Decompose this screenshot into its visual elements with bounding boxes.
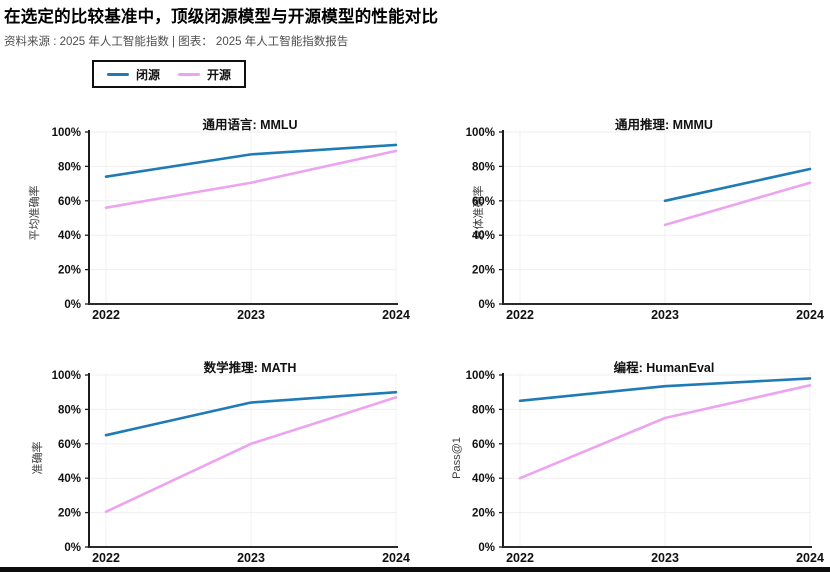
- y-tick-label: 40%: [58, 230, 81, 242]
- series-line-开源: [104, 149, 398, 209]
- y-tick-label: 20%: [472, 508, 495, 520]
- chart-title-math: 数学推理: MATH: [203, 361, 297, 375]
- x-tick-label: 2024: [382, 308, 410, 322]
- series-line-闭源: [104, 143, 398, 179]
- chart-panel-mmlu: 通用语言: MMLU 平均准确率 0% 20% 40% 60% 80% 100% 2022 2…: [0, 100, 415, 340]
- legend-label-open-source: 开源: [207, 67, 232, 82]
- series-line-开源: [518, 384, 812, 480]
- y-tick-label: 40%: [472, 230, 495, 242]
- chart-panel-mmmu: 通用推理: MMMU 总体准确率 0% 20% 40% 60% 80% 100% 2022 2…: [414, 100, 829, 340]
- x-tick-label: 2024: [382, 551, 410, 565]
- bottom-edge-bar: [0, 567, 830, 572]
- y-tick-label: 0%: [64, 542, 81, 554]
- y-tick-label: 100%: [466, 127, 495, 139]
- legend-item-open-source: 开源: [178, 66, 231, 83]
- y-tick-label: 60%: [472, 196, 495, 208]
- series-line-闭源: [663, 167, 812, 203]
- y-tick-label: 80%: [472, 161, 495, 173]
- series-line-开源: [104, 396, 398, 514]
- x-tick-label: 2022: [506, 551, 534, 565]
- y-tick-label: 100%: [52, 127, 81, 139]
- chart-title-mmmu: 通用推理: MMMU: [615, 118, 713, 132]
- x-tick-label: 2024: [796, 551, 824, 565]
- y-tick-label: 100%: [466, 370, 495, 382]
- x-tick-label: 2023: [651, 551, 679, 565]
- y-tick-label: 40%: [58, 473, 81, 485]
- chart-title-humaneval: 编程: HumanEval: [613, 361, 715, 375]
- y-tick-label: 60%: [58, 439, 81, 451]
- chart-title-mmlu: 通用语言: MMLU: [202, 118, 298, 132]
- y-tick-label: 60%: [58, 196, 81, 208]
- chart-panel-math: 数学推理: MATH 准确率 0% 20% 40% 60% 80% 100% 2022 202…: [0, 343, 415, 572]
- x-tick-label: 2022: [506, 308, 534, 322]
- y-axis-label-mmlu: 平均准确率: [29, 185, 41, 241]
- y-tick-label: 80%: [58, 404, 81, 416]
- plot-area-svg-mmlu: 0% 20% 40% 60% 80% 100% 2022 2023 2024: [52, 127, 410, 322]
- y-tick-label: 0%: [478, 542, 495, 554]
- x-tick-label: 2024: [796, 308, 824, 322]
- chart-panel-humaneval: 编程: HumanEval Pass@1 0% 20% 40% 60% 80% 100% 2…: [414, 343, 829, 572]
- y-tick-label: 20%: [472, 265, 495, 277]
- legend-label-closed-source: 闭源: [136, 67, 161, 82]
- x-tick-label: 2023: [237, 308, 265, 322]
- y-tick-label: 40%: [472, 473, 495, 485]
- y-tick-label: 0%: [478, 299, 495, 311]
- y-tick-label: 20%: [58, 265, 81, 277]
- y-tick-label: 0%: [64, 299, 81, 311]
- open-source-line-swatch: [178, 72, 201, 76]
- legend-item-closed-source: 闭源: [107, 66, 160, 83]
- series-line-闭源: [104, 390, 398, 437]
- plot-area-svg-mmmu: 0% 20% 40% 60% 80% 100% 2022 2023 2024: [466, 127, 824, 322]
- y-tick-label: 60%: [472, 439, 495, 451]
- y-tick-label: 100%: [52, 370, 81, 382]
- x-tick-label: 2022: [92, 308, 120, 322]
- series-line-开源: [663, 181, 812, 227]
- source-note: 资料来源 : 2025 年人工智能指数 | 图表： 2025 年人工智能指数报告: [4, 36, 349, 48]
- x-tick-label: 2022: [92, 551, 120, 565]
- x-tick-label: 2023: [651, 308, 679, 322]
- plot-area-svg-humaneval: 0% 20% 40% 60% 80% 100% 2022 2023 2024: [466, 370, 824, 565]
- plot-area-svg-math: 0% 20% 40% 60% 80% 100% 2022 2023 2024: [52, 370, 410, 565]
- y-tick-label: 20%: [58, 508, 81, 520]
- y-tick-label: 80%: [472, 404, 495, 416]
- legend: 闭源 开源: [92, 60, 247, 88]
- series-line-闭源: [518, 377, 812, 403]
- page-title: 在选定的比较基准中，顶级闭源模型与开源模型的性能对比: [4, 8, 439, 26]
- closed-source-line-swatch: [107, 72, 129, 76]
- x-tick-label: 2023: [237, 551, 265, 565]
- y-tick-label: 80%: [58, 161, 81, 173]
